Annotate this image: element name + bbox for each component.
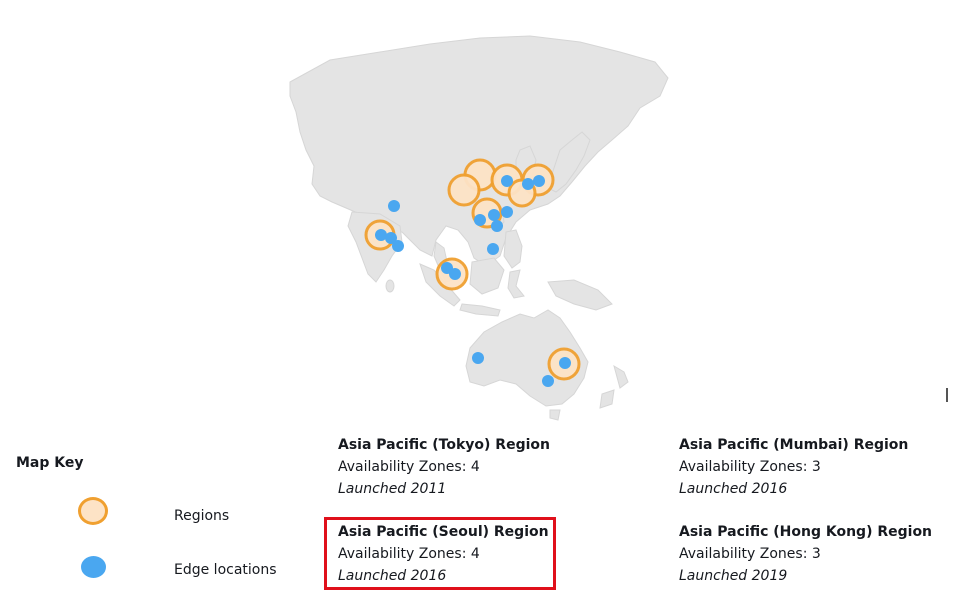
edge-location-marker: [375, 229, 387, 241]
region-card-hong-kong: Asia Pacific (Hong Kong) Region Availabi…: [679, 521, 932, 587]
edge-location-marker: [487, 243, 499, 255]
edge-location-marker: [501, 175, 513, 187]
region-zones: Availability Zones: 3: [679, 546, 821, 562]
region-launched: Launched 2016: [338, 568, 447, 584]
region-launched: Launched 2011: [338, 481, 447, 497]
region-zones: Availability Zones: 3: [679, 459, 821, 475]
sri-lanka-landmass: [385, 279, 395, 293]
region-launched: Launched 2019: [679, 568, 788, 584]
region-zones: Availability Zones: 4: [338, 546, 480, 562]
region-card-tokyo: Asia Pacific (Tokyo) Region Availability…: [338, 434, 550, 500]
edge-location-marker: [449, 268, 461, 280]
edge-location-marker: [388, 200, 400, 212]
edge-location-marker: [533, 175, 545, 187]
tasmania-landmass: [549, 409, 561, 421]
edge-location-marker: [392, 240, 404, 252]
edge-location-marker: [385, 232, 397, 244]
region-marker: [447, 173, 481, 207]
asia-pacific-map: [289, 35, 669, 421]
edge-tick-mark: [946, 388, 948, 402]
edge-location-marker: [491, 220, 503, 232]
edge-location-marker: [522, 178, 534, 190]
java-landmass: [459, 303, 501, 317]
new-zealand-landmass: [599, 364, 629, 409]
region-name: Asia Pacific (Tokyo) Region: [338, 437, 550, 453]
edge-locations-key-label: Edge locations: [174, 562, 277, 578]
region-marker-icon: [78, 497, 108, 525]
regions-key-label: Regions: [174, 508, 230, 524]
edge-location-marker: [472, 352, 484, 364]
asia-landmass: [289, 35, 669, 267]
region-name: Asia Pacific (Seoul) Region: [338, 524, 549, 540]
edge-location-marker: [542, 375, 554, 387]
edge-location-marker: [488, 209, 500, 221]
region-card-mumbai: Asia Pacific (Mumbai) Region Availabilit…: [679, 434, 908, 500]
borneo-landmass: [469, 257, 505, 295]
seoul-highlight-box: [324, 517, 556, 590]
region-zones: Availability Zones: 4: [338, 459, 480, 475]
new-guinea-landmass: [547, 279, 613, 311]
region-launched: Launched 2016: [679, 481, 788, 497]
edge-location-marker: [559, 357, 571, 369]
edge-location-marker: [474, 214, 486, 226]
region-name: Asia Pacific (Mumbai) Region: [679, 437, 909, 453]
map-key-title: Map Key: [16, 455, 84, 471]
philippines-landmass: [503, 229, 523, 269]
sulawesi-landmass: [507, 269, 525, 299]
region-card-seoul: Asia Pacific (Seoul) Region Availability…: [338, 521, 549, 587]
edge-location-marker: [501, 206, 513, 218]
edge-location-icon: [81, 556, 106, 578]
region-name: Asia Pacific (Hong Kong) Region: [679, 524, 933, 540]
australia-landmass: [465, 309, 589, 407]
